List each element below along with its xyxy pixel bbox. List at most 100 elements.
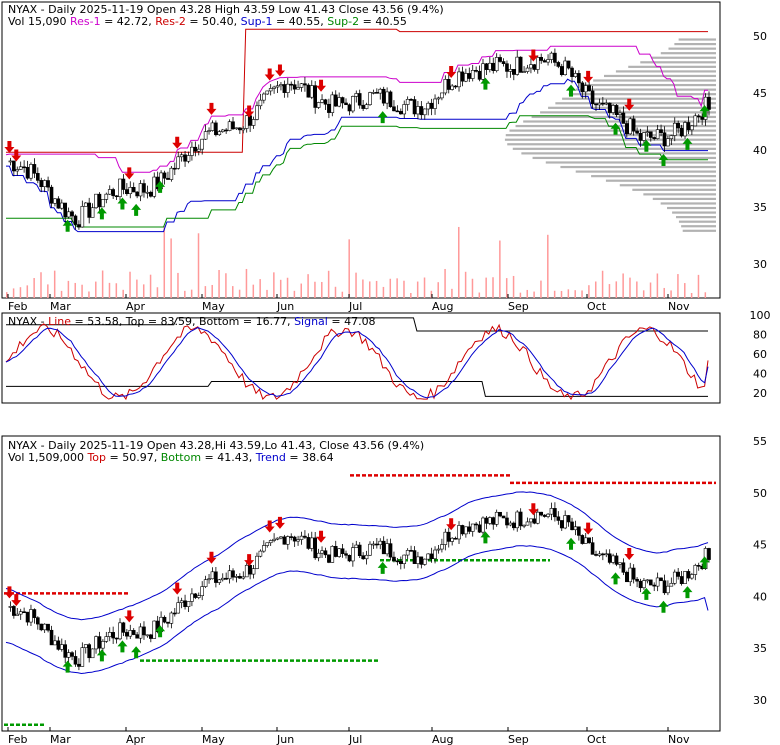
profile-bar [562, 97, 716, 100]
candle-body [77, 224, 81, 228]
candle-body [525, 521, 530, 526]
price-y-axis: 30 35 40 45 50 [753, 30, 767, 271]
buy-arrow [117, 640, 128, 653]
volume-bar [697, 274, 700, 298]
candle-body [128, 187, 133, 194]
candle-body [385, 543, 389, 555]
buy-arrow [480, 531, 491, 544]
candle-body [190, 146, 194, 156]
candle-body [186, 601, 191, 607]
price-header-line1: NYAX - Daily 2025-11-19 Open 43.28 High … [8, 3, 444, 16]
candle-body [244, 564, 249, 578]
profile-bar [672, 211, 716, 214]
candle-body [395, 110, 400, 113]
profile-bar [560, 165, 716, 169]
buy-arrow [377, 111, 388, 124]
volume-bar [149, 274, 152, 298]
candle-body [25, 166, 30, 179]
candle-body [347, 554, 352, 562]
candle-body [570, 521, 574, 531]
volume-bar [492, 277, 494, 298]
trend-arrows [4, 503, 710, 673]
candle-body [549, 508, 554, 515]
candle-body [553, 52, 557, 63]
volume-bar [375, 280, 378, 298]
header-part: Sup-1 [241, 15, 273, 28]
buy-arrow [641, 587, 652, 600]
candle-body [590, 90, 595, 105]
header-part: = 41.43, [201, 451, 256, 464]
sell-arrow [316, 79, 327, 92]
candle-body [604, 553, 609, 556]
candle-body [405, 550, 410, 556]
volume-bar [451, 288, 453, 298]
volume-bar [526, 289, 529, 298]
candle-body [210, 571, 215, 580]
buy-arrow [377, 561, 388, 574]
candle-body [80, 647, 85, 667]
trend-panel-frame [1, 435, 721, 732]
candle-body [282, 536, 287, 545]
x-tick-label: Aug [432, 300, 453, 313]
sell-arrow [11, 594, 22, 607]
candle-body [597, 553, 602, 556]
candle-body [241, 128, 246, 131]
candle-body [262, 93, 266, 101]
y-tick-label: 35 [753, 642, 767, 655]
y-tick-label: 50 [753, 487, 767, 500]
volume-bar [266, 289, 268, 298]
candle-body [518, 511, 523, 527]
candle-body [375, 92, 379, 94]
x-tick-label: Jul [348, 733, 362, 745]
candle-body [402, 554, 407, 564]
candle-body [494, 511, 499, 525]
volume-bar [170, 238, 172, 298]
candle-body [607, 553, 612, 563]
sell-arrow [244, 554, 255, 567]
trend-y-axis: 30 35 40 45 50 55 [753, 435, 767, 707]
candle-body [351, 96, 355, 112]
candle-body [481, 63, 485, 80]
candle-body [604, 102, 609, 105]
header-part: Sup-2 [327, 15, 359, 28]
volume-bar [704, 292, 707, 298]
header-part: = 50.40, [186, 15, 241, 28]
candle-body [39, 180, 44, 188]
candle-body [460, 71, 465, 82]
volume-bar [197, 233, 200, 298]
candle-body [450, 85, 454, 90]
sell-arrow [583, 70, 594, 83]
candle-body [563, 60, 567, 75]
signal-arrows [4, 49, 710, 232]
y-tick-label: 30 [753, 258, 767, 271]
candle-body [316, 552, 321, 559]
candle-body [172, 167, 177, 170]
stoch-bottom-band [6, 381, 708, 397]
sell-arrow [624, 548, 635, 561]
volume-bar [355, 272, 357, 298]
candle-body [553, 508, 557, 518]
candle-body [607, 102, 612, 113]
sell-arrow [446, 518, 457, 531]
buy-arrow [62, 660, 73, 673]
y-tick-label: 40 [753, 144, 767, 157]
candle-body [659, 129, 663, 134]
candle-body [354, 93, 359, 97]
candle-body [683, 122, 687, 137]
volume-bar [464, 271, 467, 298]
buy-arrow [62, 219, 73, 232]
trend-bands [5, 491, 709, 675]
candle-body [642, 580, 646, 589]
sell-arrow [172, 582, 183, 595]
candle-body [659, 577, 663, 582]
candle-body [340, 548, 345, 554]
sell-arrow [274, 516, 285, 529]
x-tick-label: Apr [126, 300, 146, 313]
candle-body [149, 634, 153, 639]
volume-bar [232, 286, 234, 298]
volume-bar [553, 290, 556, 298]
candle-body [601, 102, 605, 105]
header-part: = 47.08 [328, 315, 376, 328]
candle-body [498, 511, 502, 517]
candle-body [696, 115, 701, 118]
